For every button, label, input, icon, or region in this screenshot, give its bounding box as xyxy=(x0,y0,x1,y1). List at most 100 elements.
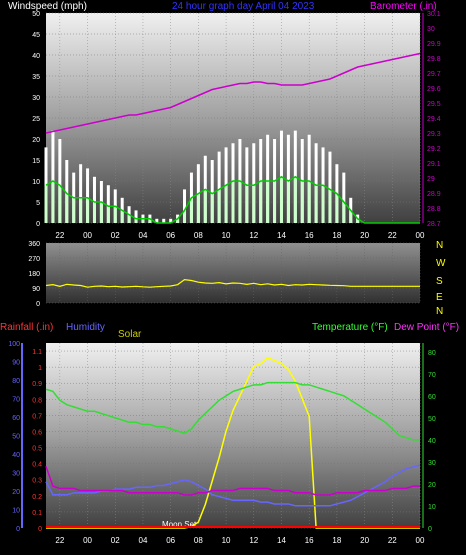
wind-x-tick-label: 22 xyxy=(55,231,64,240)
barometer-line xyxy=(45,52,421,134)
humidity-y-tick-label: 10 xyxy=(12,508,20,515)
humidity-y-tick-label: 80 xyxy=(12,378,20,385)
temp-x-tick-label: 04 xyxy=(139,536,148,545)
wind-x-tick-label: 16 xyxy=(305,231,314,240)
barometer-y-tick-label: 29.8 xyxy=(427,56,441,63)
barometer-y-tick-label: 29.7 xyxy=(427,71,441,78)
compass-e: E xyxy=(436,292,443,303)
marks-layer xyxy=(44,52,421,529)
temperature-y-tick-label: 40 xyxy=(428,438,436,445)
temp-x-tick-label: 10 xyxy=(222,536,231,545)
dewpoint-axis-title: Dew Point (°F) xyxy=(394,322,459,333)
barometer-y-tick-label: 29.6 xyxy=(427,86,441,93)
rainfall-y-tick-label: 1.1 xyxy=(32,349,42,356)
barometer-y-tick-label: 29.4 xyxy=(427,116,441,123)
wind-x-tick-label: 02 xyxy=(111,231,120,240)
wind-x-tick-label: 06 xyxy=(166,231,175,240)
dir-y-tick-label: 180 xyxy=(28,271,40,278)
compass-n-bottom: N xyxy=(436,306,443,317)
wind-y-tick-label: 5 xyxy=(36,200,40,207)
date-title: 24 hour graph day April 04 2023 xyxy=(172,1,315,12)
wind-y-tick-label: 10 xyxy=(32,179,40,186)
wind-x-tick-label: 18 xyxy=(332,231,341,240)
wind-x-tick-label: 00 xyxy=(416,231,425,240)
dir-y-tick-label: 270 xyxy=(28,256,40,263)
temperature-axis-title: Temperature (°F) xyxy=(312,322,388,333)
temp-x-tick-label: 20 xyxy=(360,536,369,545)
barometer-y-tick-label: 30 xyxy=(427,26,435,33)
temp-x-tick-label: 06 xyxy=(166,536,175,545)
humidity-y-tick-label: 60 xyxy=(12,415,20,422)
temperature-y-tick-label: 50 xyxy=(428,416,436,423)
temperature-y-tick-label: 30 xyxy=(428,460,436,467)
compass-w: W xyxy=(436,258,446,269)
dir-y-tick-label: 0 xyxy=(36,301,40,308)
temp-x-tick-label: 22 xyxy=(55,536,64,545)
barometer-y-tick-label: 28.7 xyxy=(427,221,441,228)
compass-n-top: N xyxy=(436,240,443,251)
humidity-y-tick-label: 30 xyxy=(12,471,20,478)
axis-layer: 2222000002020404060608081010121214141616… xyxy=(8,11,440,545)
humidity-y-tick-label: 100 xyxy=(8,341,20,348)
barometer-y-tick-label: 29.5 xyxy=(427,101,441,108)
temperature-y-tick-label: 70 xyxy=(428,372,436,379)
wind-y-tick-label: 25 xyxy=(32,116,40,123)
wind-y-tick-label: 15 xyxy=(32,158,40,165)
rainfall-y-tick-label: 0.5 xyxy=(32,446,42,453)
rainfall-y-tick-label: 0.8 xyxy=(32,397,42,404)
rainfall-y-tick-label: 0.2 xyxy=(32,494,42,501)
barometer-y-tick-label: 29 xyxy=(427,176,435,183)
rainfall-y-tick-label: 0.9 xyxy=(32,381,42,388)
temp-x-tick-label: 08 xyxy=(194,536,203,545)
barometer-y-tick-label: 30.1 xyxy=(427,11,441,18)
wind-y-tick-label: 40 xyxy=(32,53,40,60)
wind-x-tick-label: 08 xyxy=(194,231,203,240)
humidity-axis-title: Humidity xyxy=(66,322,105,333)
temp-x-tick-label: 14 xyxy=(277,536,286,545)
temperature-y-tick-label: 0 xyxy=(428,526,432,533)
temp-x-tick-label: 00 xyxy=(416,536,425,545)
temp-x-tick-label: 00 xyxy=(83,536,92,545)
dewpoint-line xyxy=(45,466,420,496)
barometer-y-tick-label: 29.3 xyxy=(427,131,441,138)
temperature-y-tick-label: 80 xyxy=(428,350,436,357)
dir-y-tick-label: 90 xyxy=(32,286,40,293)
rainfall-y-tick-label: 0 xyxy=(38,526,42,533)
wind-y-tick-label: 50 xyxy=(32,11,40,18)
barometer-y-tick-label: 29.9 xyxy=(427,41,441,48)
temperature-y-tick-label: 20 xyxy=(428,482,436,489)
wind-y-tick-label: 45 xyxy=(32,32,40,39)
barometer-y-tick-label: 28.8 xyxy=(427,206,441,213)
rainfall-y-tick-label: 0.4 xyxy=(32,462,42,469)
solar-axis-title: Solar xyxy=(118,329,142,340)
wind-direction-line xyxy=(45,279,420,288)
humidity-y-tick-label: 50 xyxy=(12,434,20,441)
dir-y-tick-label: 360 xyxy=(28,241,40,248)
humidity-y-tick-label: 40 xyxy=(12,452,20,459)
rainfall-y-tick-label: 0.1 xyxy=(32,510,42,517)
wind-y-tick-label: 20 xyxy=(32,137,40,144)
temp-x-tick-label: 16 xyxy=(305,536,314,545)
wind-y-tick-label: 35 xyxy=(32,74,40,81)
compass-s: S xyxy=(436,276,443,287)
rainfall-y-tick-label: 0.7 xyxy=(32,413,42,420)
rainfall-y-tick-label: 0.3 xyxy=(32,478,42,485)
wind-y-tick-label: 0 xyxy=(36,221,40,228)
humidity-y-tick-label: 20 xyxy=(12,489,20,496)
temperature-y-tick-label: 60 xyxy=(428,394,436,401)
rainfall-axis-title: Rainfall (.in) xyxy=(0,322,53,333)
barometer-y-tick-label: 29.2 xyxy=(427,146,441,153)
humidity-y-tick-label: 0 xyxy=(16,526,20,533)
barometer-y-tick-label: 29.1 xyxy=(427,161,441,168)
wind-x-tick-label: 00 xyxy=(83,231,92,240)
wind-x-tick-label: 12 xyxy=(249,231,258,240)
temp-x-tick-label: 02 xyxy=(111,536,120,545)
temperature-y-tick-label: 10 xyxy=(428,504,436,511)
temp-x-tick-label: 18 xyxy=(332,536,341,545)
wind-x-tick-label: 14 xyxy=(277,231,286,240)
rainfall-y-tick-label: 0.6 xyxy=(32,429,42,436)
temp-x-tick-label: 12 xyxy=(249,536,258,545)
moon-set-label: Moon Set xyxy=(162,520,197,529)
